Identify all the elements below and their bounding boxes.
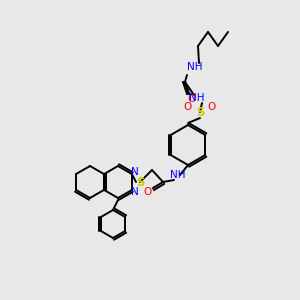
Text: O: O bbox=[184, 102, 192, 112]
Text: O: O bbox=[208, 102, 216, 112]
Text: O: O bbox=[188, 94, 196, 104]
Text: NH: NH bbox=[187, 62, 203, 72]
Text: S: S bbox=[196, 106, 204, 118]
Text: S: S bbox=[136, 176, 144, 188]
Text: NH: NH bbox=[189, 93, 205, 103]
Text: O: O bbox=[143, 187, 151, 197]
Text: N: N bbox=[131, 167, 139, 177]
Text: NH: NH bbox=[170, 170, 186, 180]
Text: N: N bbox=[131, 187, 139, 197]
